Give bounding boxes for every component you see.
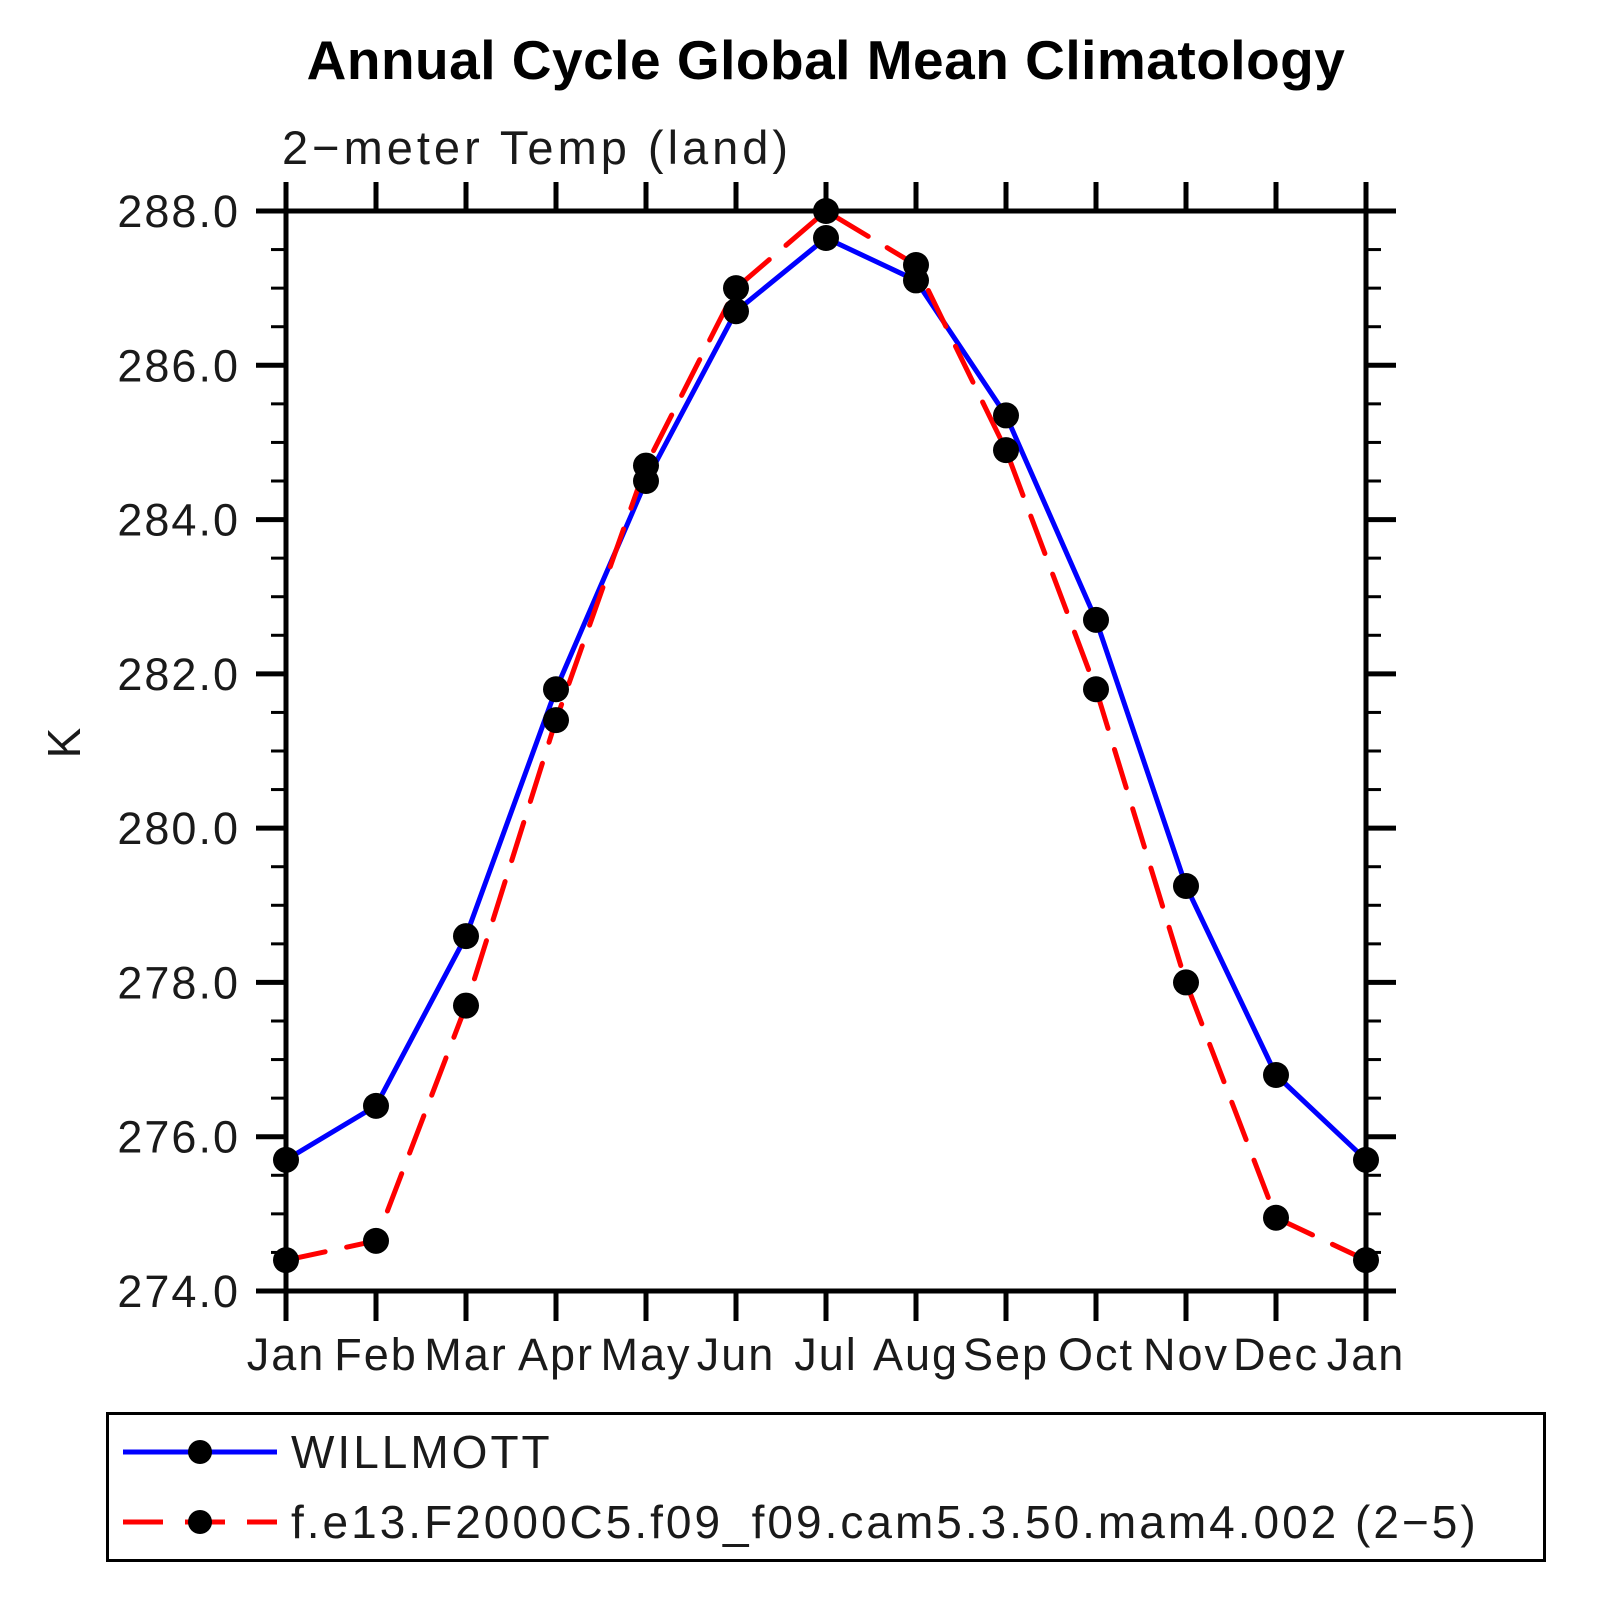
data-point-willmott-nov-10 [1173, 873, 1199, 899]
data-point-model-mar-2 [453, 992, 479, 1019]
series-line-model [283, 208, 1369, 1263]
data-point-model-jun-5 [723, 275, 749, 302]
x-tick-label: May [600, 1329, 691, 1380]
data-point-willmott-feb-1 [363, 1092, 389, 1119]
x-tick-label: Mar [424, 1329, 508, 1380]
page-title: Annual Cycle Global Mean Climatology [306, 29, 1346, 91]
x-tick-label: Nov [1143, 1329, 1229, 1380]
y-tick-label: 288.0 [117, 186, 240, 237]
y-tick-label: 282.0 [117, 649, 240, 700]
data-point-willmott-jan-0 [273, 1146, 299, 1173]
data-point-willmott-jul-6 [813, 225, 839, 251]
x-tick-label: Jan [1327, 1329, 1406, 1380]
x-tick-label: Jun [697, 1329, 776, 1380]
data-point-model-aug-7 [903, 252, 929, 278]
data-point-model-jan-12 [1353, 1247, 1379, 1274]
x-tick-label: Sep [963, 1329, 1049, 1380]
x-tick-label: Feb [334, 1329, 418, 1380]
data-point-willmott-jan-12 [1353, 1146, 1379, 1173]
data-point-model-oct-9 [1083, 676, 1109, 703]
y-tick-label: 284.0 [117, 495, 240, 546]
data-point-model-jan-0 [273, 1247, 299, 1274]
x-tick-label: Oct [1058, 1329, 1134, 1380]
legend-row-model: f.e13.F2000C5.f09_f09.cam5.3.50.mam4.002… [115, 1489, 1543, 1555]
data-point-willmott-dec-11 [1263, 1062, 1289, 1088]
data-point-willmott-jun-5 [723, 298, 749, 325]
x-tick-label: Dec [1233, 1329, 1319, 1380]
data-point-model-apr-3 [543, 707, 569, 734]
y-tick-label: 280.0 [117, 803, 240, 854]
data-point-model-jul-6 [813, 198, 839, 224]
y-tick-label: 274.0 [117, 1266, 240, 1317]
data-point-model-nov-10 [1173, 969, 1199, 996]
legend-marker-dot-icon [188, 1510, 212, 1534]
x-tick-label: Jul [794, 1329, 858, 1380]
legend-marker-dot-icon [188, 1440, 212, 1464]
data-point-willmott-sep-8 [993, 402, 1019, 429]
plot-box [283, 208, 1369, 1294]
chart-subtitle: 2−meter Temp (land) [282, 121, 793, 174]
legend: WILLMOTT f.e13.F2000C5.f09_f09.cam5.3.50… [106, 1412, 1546, 1562]
data-point-model-feb-1 [363, 1227, 389, 1254]
legend-line-dashed-icon [123, 1510, 277, 1534]
x-tick-label: Apr [518, 1329, 594, 1380]
data-point-willmott-mar-2 [453, 923, 479, 950]
x-tick-label: Aug [873, 1329, 959, 1380]
legend-row-willmott: WILLMOTT [115, 1419, 1543, 1485]
legend-line-solid-icon [123, 1440, 277, 1464]
data-point-model-dec-11 [1263, 1204, 1289, 1231]
data-point-model-sep-8 [993, 437, 1019, 464]
legend-label-willmott: WILLMOTT [291, 1426, 553, 1478]
data-point-model-may-4 [633, 452, 659, 479]
x-tick-label: Jan [247, 1329, 326, 1380]
legend-label-model: f.e13.F2000C5.f09_f09.cam5.3.50.mam4.002… [291, 1496, 1479, 1548]
y-tick-label: 278.0 [117, 957, 240, 1008]
data-point-willmott-oct-9 [1083, 606, 1109, 633]
y-tick-label: 286.0 [117, 340, 240, 391]
y-tick-label: 276.0 [117, 1112, 240, 1163]
data-point-willmott-apr-3 [543, 676, 569, 703]
series-line-willmott [283, 235, 1369, 1163]
